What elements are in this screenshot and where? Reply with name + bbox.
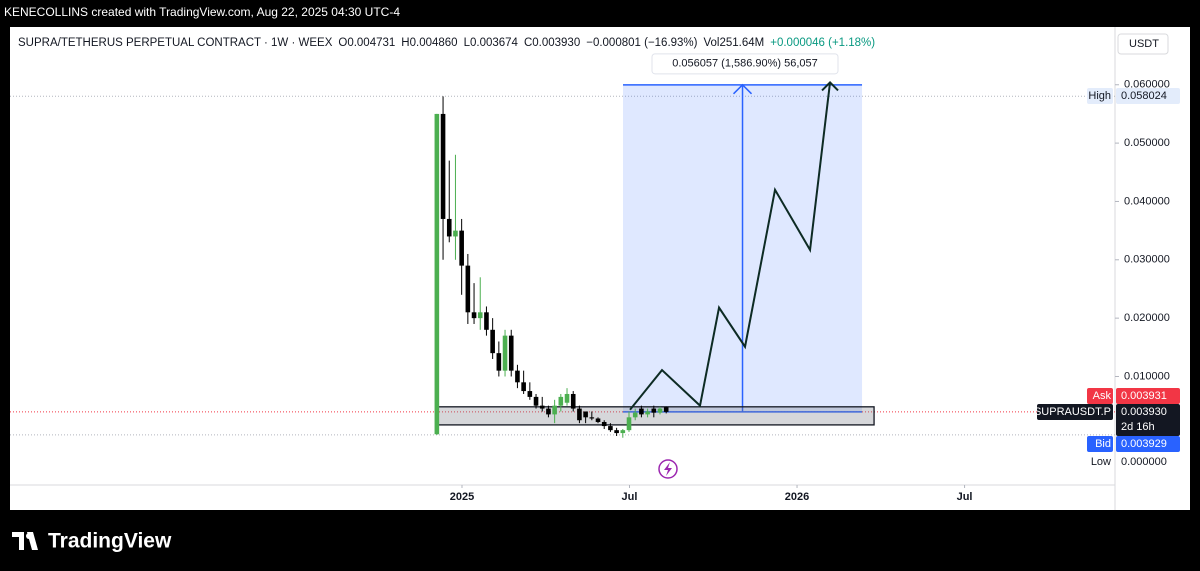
x-tick-label: Jul	[622, 491, 638, 503]
brand-logo-dot	[26, 533, 32, 539]
candle-body	[651, 408, 657, 413]
y-tick-label: 0.060000	[1124, 79, 1170, 91]
legend-item: L0.003674	[464, 37, 519, 49]
candle-body	[546, 408, 551, 415]
candle-body	[515, 370, 520, 383]
y-tick-label: 0.040000	[1124, 195, 1170, 207]
price-label-value: 0.003930	[1121, 406, 1167, 418]
measure-label: 0.056057 (1,586.90%) 56,057	[672, 58, 818, 70]
candle-body	[533, 396, 539, 406]
attribution: KENECOLLINS created with TradingView.com…	[4, 5, 400, 19]
legend-item: O0.004731	[338, 37, 395, 49]
legend-item: SUPRA/TETHERUS PERPETUAL CONTRACT · 1W ·…	[18, 37, 333, 49]
price-label-name-box	[1087, 88, 1113, 104]
price-label-name-box	[1087, 436, 1113, 452]
candle-body	[459, 230, 464, 266]
legend-item: H0.004860	[401, 37, 457, 49]
candle-body	[453, 230, 458, 237]
candle-body	[632, 412, 638, 418]
candle-body	[552, 405, 557, 415]
price-label-box	[1116, 404, 1180, 436]
price-label-value: 0.003931	[1121, 390, 1167, 402]
currency-box	[1117, 33, 1169, 55]
candle-body	[490, 329, 495, 354]
candle-body	[527, 391, 533, 397]
price-label-name-box	[1087, 454, 1113, 470]
candle-body	[639, 408, 644, 415]
candle-body	[564, 393, 570, 403]
legend-item: C0.003930	[524, 37, 580, 49]
x-tick-label: 2025	[450, 491, 474, 503]
candle-body	[608, 426, 613, 431]
price-label-box	[1116, 388, 1180, 404]
candle-body	[626, 417, 632, 431]
candle-body	[521, 382, 526, 392]
price-label-name: SUPRAUSDT.P	[1034, 406, 1111, 418]
price-label-name: Bid	[1095, 438, 1111, 450]
candle-body	[570, 393, 576, 409]
candle-body	[558, 396, 564, 406]
candle-body	[601, 421, 607, 427]
candle-body	[657, 408, 663, 413]
price-label-name-box	[1037, 404, 1113, 420]
price-label-name: High	[1088, 90, 1111, 102]
candle-body	[620, 430, 626, 434]
candle-body	[577, 408, 582, 421]
y-tick-label: 0.030000	[1124, 254, 1170, 266]
y-tick-label: 0.010000	[1124, 370, 1170, 382]
candle-body	[440, 113, 446, 219]
candle-body	[484, 312, 489, 330]
x-tick-label: 2026	[785, 491, 809, 503]
price-label-value: 0.000000	[1121, 456, 1167, 468]
currency: USDT	[1129, 38, 1159, 50]
legend-item: −0.000801 (−16.93%)	[586, 37, 697, 49]
lightning-icon[interactable]	[658, 459, 678, 479]
candle-body	[589, 417, 595, 419]
measure-arrowhead	[732, 83, 753, 95]
legend: SUPRA/TETHERUS PERPETUAL CONTRACT · 1W ·…	[18, 37, 875, 49]
candle-body	[471, 312, 477, 319]
candle-body	[465, 265, 471, 313]
y-tick-label: 0.050000	[1124, 137, 1170, 149]
brand-name: TradingView	[48, 530, 172, 553]
projection-line	[629, 82, 832, 411]
price-label-box	[1116, 436, 1180, 452]
candle-body	[477, 312, 483, 319]
candle-body	[663, 407, 669, 412]
projection-arrowhead	[821, 81, 839, 92]
candle-body	[496, 353, 502, 371]
price-label-value: 0.003929	[1121, 438, 1167, 450]
candle-body	[645, 411, 650, 415]
x-tick-label: Jul	[957, 491, 973, 503]
candle-body	[539, 405, 545, 409]
candle-body	[434, 113, 440, 435]
price-label-box	[1116, 454, 1180, 470]
price-label-name-box	[1087, 388, 1113, 404]
price-label-value: 0.058024	[1121, 90, 1167, 102]
panel	[10, 27, 1190, 510]
price-label-name: Low	[1091, 456, 1111, 468]
candle-body	[583, 411, 588, 418]
candle-body	[595, 418, 601, 422]
price-label-box	[1116, 88, 1180, 104]
icon-bolt	[664, 462, 672, 476]
legend-item: +0.000046 (+1.18%)	[770, 37, 875, 49]
brand: TradingView	[12, 530, 172, 553]
candle-body	[508, 335, 514, 371]
candle-body	[502, 335, 508, 371]
measure-label-box	[651, 53, 839, 75]
candle-body	[614, 430, 619, 434]
price-label-countdown: 2d 16h	[1121, 421, 1155, 433]
candle-body	[446, 218, 452, 237]
legend-item: Vol251.64M	[704, 37, 765, 49]
price-label-name: Ask	[1093, 390, 1112, 402]
y-tick-label: 0.020000	[1124, 312, 1170, 324]
